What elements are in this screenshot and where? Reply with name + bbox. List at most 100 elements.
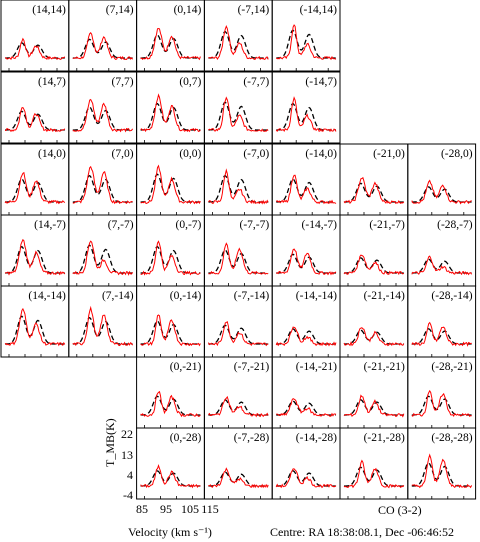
panel--7_7: (-7,7) <box>203 71 273 144</box>
panel--21_-21: (-21,-21) <box>339 356 409 429</box>
x-axis-label: Velocity (km s⁻¹) <box>128 525 212 539</box>
y-tick-label: -4 <box>123 488 133 502</box>
panel-label: (-21,-21) <box>364 361 405 373</box>
observed-spectrum-line <box>208 96 269 132</box>
observed-spectrum-line <box>276 397 337 417</box>
model-spectrum-line <box>276 29 336 59</box>
x-tick-label: 115 <box>201 502 219 516</box>
panel-7_-14: (7,-14) <box>68 285 138 358</box>
model-spectrum-line <box>411 395 472 416</box>
panel-7_14: (7,14) <box>68 0 138 72</box>
panel--14_14: (-14,14) <box>271 0 341 72</box>
observed-spectrum-line <box>140 314 201 347</box>
panel-label: (7,0) <box>112 148 134 160</box>
panel--7_0: (-7,0) <box>203 143 273 216</box>
panel-14_0: (14,0) <box>0 143 70 216</box>
observed-spectrum-line <box>208 395 269 418</box>
model-spectrum-line <box>140 102 201 131</box>
observed-spectrum-line <box>140 27 201 61</box>
observed-spectrum-line <box>207 321 269 347</box>
panel-label: (7,14) <box>106 4 134 16</box>
observed-spectrum-line <box>4 37 66 61</box>
panel-label: (-21,-28) <box>364 432 405 444</box>
model-spectrum-line <box>276 328 336 345</box>
model-spectrum-line <box>208 471 269 487</box>
model-spectrum-line <box>208 101 269 131</box>
panel--14_7: (-14,7) <box>271 71 341 144</box>
panel-label: (0,-28) <box>170 432 202 444</box>
panel-label: (14,7) <box>38 76 66 88</box>
panel--28_0: (-28,0) <box>407 143 477 216</box>
observed-spectrum-line <box>72 98 134 133</box>
observed-spectrum-line <box>275 248 337 276</box>
panel-label: (0,14) <box>174 4 202 16</box>
panel-label: (-7,-28) <box>234 432 270 444</box>
panel-label: (-21,0) <box>373 148 405 160</box>
model-spectrum-line <box>140 395 201 416</box>
panel--28_-28: (-28,-28) <box>407 427 477 500</box>
observed-spectrum-line <box>343 327 405 347</box>
model-spectrum-line <box>276 178 336 203</box>
observed-spectrum-line <box>343 459 405 489</box>
panel-7_7: (7,7) <box>68 71 138 144</box>
panel--14_-7: (-14,-7) <box>271 214 341 287</box>
panel-label: (-14,-14) <box>296 290 337 302</box>
panel--21_0: (-21,0) <box>339 143 409 216</box>
observed-spectrum-line <box>275 24 337 61</box>
panel-label: (-7,0) <box>243 148 269 160</box>
panel-label: (-7,7) <box>243 76 269 88</box>
y-axis-label: T_MB(K) <box>103 418 117 467</box>
observed-spectrum-line <box>140 390 201 418</box>
observed-spectrum-line <box>275 468 337 489</box>
model-spectrum-line <box>344 329 404 345</box>
model-spectrum-line <box>72 38 133 59</box>
panel-frame <box>407 427 477 500</box>
panel-label: (-14,14) <box>300 4 338 16</box>
panel-7_-7: (7,-7) <box>68 214 138 287</box>
observed-spectrum-line <box>72 165 133 205</box>
model-spectrum-line <box>276 253 336 274</box>
observed-spectrum-line <box>140 164 201 205</box>
model-spectrum-line <box>411 258 472 274</box>
panel-14_-7: (14,-7) <box>0 214 70 287</box>
panel-label: (-28,-14) <box>431 290 472 302</box>
panel--14_-28: (-14,-28) <box>271 427 341 500</box>
centre-coordinates: Centre: RA 18:38:08.1, Dec -06:46:52 <box>270 525 454 539</box>
model-spectrum-line <box>140 173 201 203</box>
panel-label: (-7,14) <box>238 4 270 16</box>
model-spectrum-line <box>140 34 201 59</box>
x-tick-label: 85 <box>136 502 148 516</box>
model-spectrum-line <box>72 106 133 131</box>
observed-spectrum-line <box>208 168 269 205</box>
panel--21_-28: (-21,-28) <box>339 427 409 500</box>
panel-label: (-14,-28) <box>296 432 337 444</box>
observed-spectrum-line <box>4 238 66 276</box>
panel-label: (-14,-7) <box>302 219 338 231</box>
panel-label: (14,14) <box>32 4 66 16</box>
x-tick-label: 105 <box>181 502 199 516</box>
panel--21_-7: (-21,-7) <box>339 214 409 287</box>
panel-label: (-28,-28) <box>431 432 472 444</box>
panel--14_-14: (-14,-14) <box>271 285 341 358</box>
model-spectrum-line <box>208 324 269 345</box>
panel-label: (0,0) <box>179 148 201 160</box>
panel--7_-14: (-7,-14) <box>203 285 273 358</box>
x-tick-label: 95 <box>160 502 172 516</box>
observed-spectrum-line <box>275 96 337 133</box>
observed-spectrum-line <box>208 24 269 61</box>
model-spectrum-line <box>140 320 201 345</box>
panel--14_-21: (-14,-21) <box>271 356 341 429</box>
model-spectrum-line <box>140 245 201 274</box>
model-spectrum-line <box>411 186 472 203</box>
model-spectrum-line <box>5 42 65 59</box>
panel-label: (-7,-21) <box>234 361 270 373</box>
panel-label: (14,-14) <box>28 290 66 302</box>
observed-spectrum-line <box>275 174 337 205</box>
model-spectrum-line <box>276 102 336 131</box>
panel--7_14: (-7,14) <box>203 0 273 72</box>
model-spectrum-line <box>5 178 65 203</box>
panel-label: (-14,-21) <box>296 361 337 373</box>
panel--7_-21: (-7,-21) <box>203 356 273 429</box>
panel-0_0: (0,0) <box>136 143 205 216</box>
